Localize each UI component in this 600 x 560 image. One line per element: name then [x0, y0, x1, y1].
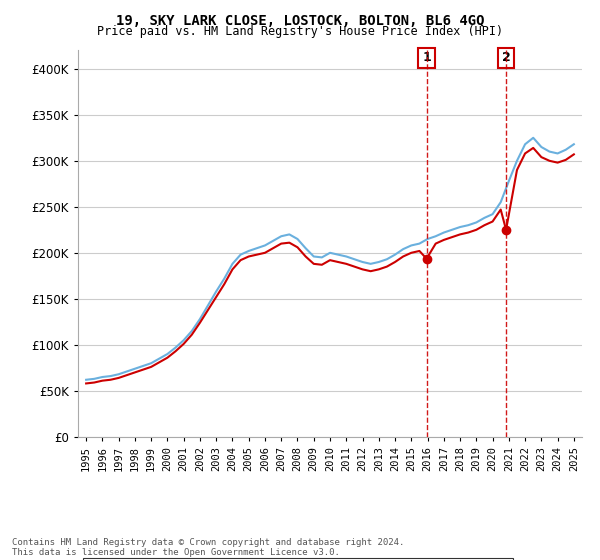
- Legend: 19, SKY LARK CLOSE, LOSTOCK, BOLTON, BL6 4GQ (detached house), HPI: Average pric: 19, SKY LARK CLOSE, LOSTOCK, BOLTON, BL6…: [83, 558, 514, 560]
- Text: Price paid vs. HM Land Registry's House Price Index (HPI): Price paid vs. HM Land Registry's House …: [97, 25, 503, 38]
- Text: 2: 2: [502, 52, 511, 64]
- Text: Contains HM Land Registry data © Crown copyright and database right 2024.
This d: Contains HM Land Registry data © Crown c…: [12, 538, 404, 557]
- Text: 1: 1: [422, 52, 431, 64]
- Text: 19, SKY LARK CLOSE, LOSTOCK, BOLTON, BL6 4GQ: 19, SKY LARK CLOSE, LOSTOCK, BOLTON, BL6…: [116, 14, 484, 28]
